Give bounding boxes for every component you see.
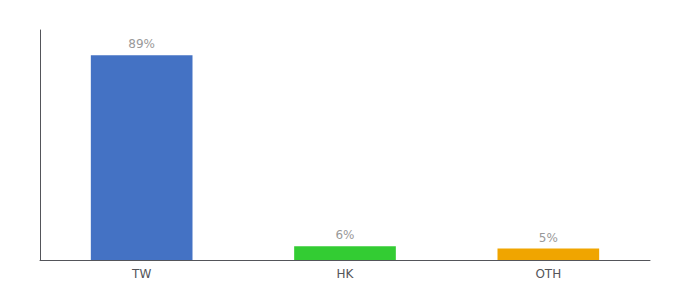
svg-text:OTH: OTH [535, 267, 561, 281]
svg-text:HK: HK [337, 267, 355, 281]
svg-text:5%: 5% [539, 231, 558, 245]
svg-text:89%: 89% [128, 37, 155, 51]
svg-text:6%: 6% [335, 228, 354, 242]
svg-text:TW: TW [131, 267, 151, 281]
